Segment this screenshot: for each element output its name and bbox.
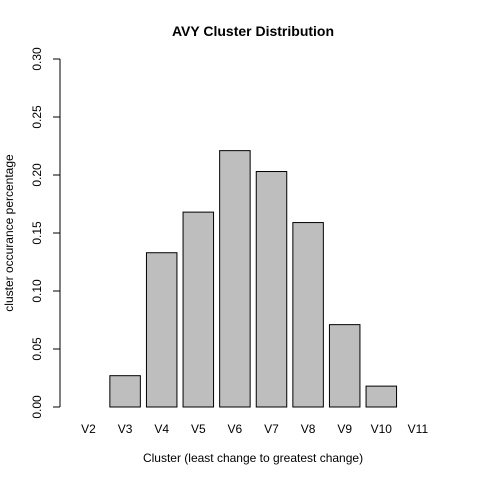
x-tick-label-v8: V8 [301, 422, 316, 436]
x-tick-label-v7: V7 [264, 422, 279, 436]
bar-v7 [255, 171, 288, 408]
bar-v10 [365, 385, 398, 408]
y-tick-label: 0.30 [30, 47, 44, 71]
bar-v5 [182, 211, 215, 408]
x-axis-label: Cluster (least change to greatest change… [143, 451, 363, 465]
bars-group [109, 150, 398, 408]
x-tick-label-v2: V2 [81, 422, 96, 436]
x-tick-label-v4: V4 [154, 422, 169, 436]
bar-v6 [219, 150, 251, 408]
y-tick-label: 0.10 [30, 279, 44, 303]
bar-v3 [109, 375, 141, 408]
x-tick-label-v3: V3 [118, 422, 133, 436]
y-tick-label: 0.05 [30, 337, 44, 361]
y-axis: 0.00 0.05 0.10 0.15 0.20 0.25 0.30 [30, 47, 61, 419]
x-tick-label-v10: V10 [371, 422, 393, 436]
chart-title: AVY Cluster Distribution [172, 23, 334, 39]
y-axis-label: cluster occurance percentage [2, 154, 16, 312]
y-tick-label: 0.20 [30, 163, 44, 187]
x-axis-tick-labels: V2 V3 V4 V5 V6 V7 V8 V9 V10 V11 [81, 422, 428, 436]
bar-v8 [292, 222, 324, 408]
y-tick-label: 0.25 [30, 105, 44, 129]
x-tick-label-v5: V5 [191, 422, 206, 436]
x-tick-label-v6: V6 [228, 422, 243, 436]
x-tick-label-v9: V9 [337, 422, 352, 436]
bar-v9 [328, 324, 361, 408]
y-tick-label: 0.00 [30, 395, 44, 419]
x-tick-label-v11: V11 [408, 422, 429, 436]
bar-v4 [145, 252, 178, 408]
y-tick-label: 0.15 [30, 221, 44, 245]
